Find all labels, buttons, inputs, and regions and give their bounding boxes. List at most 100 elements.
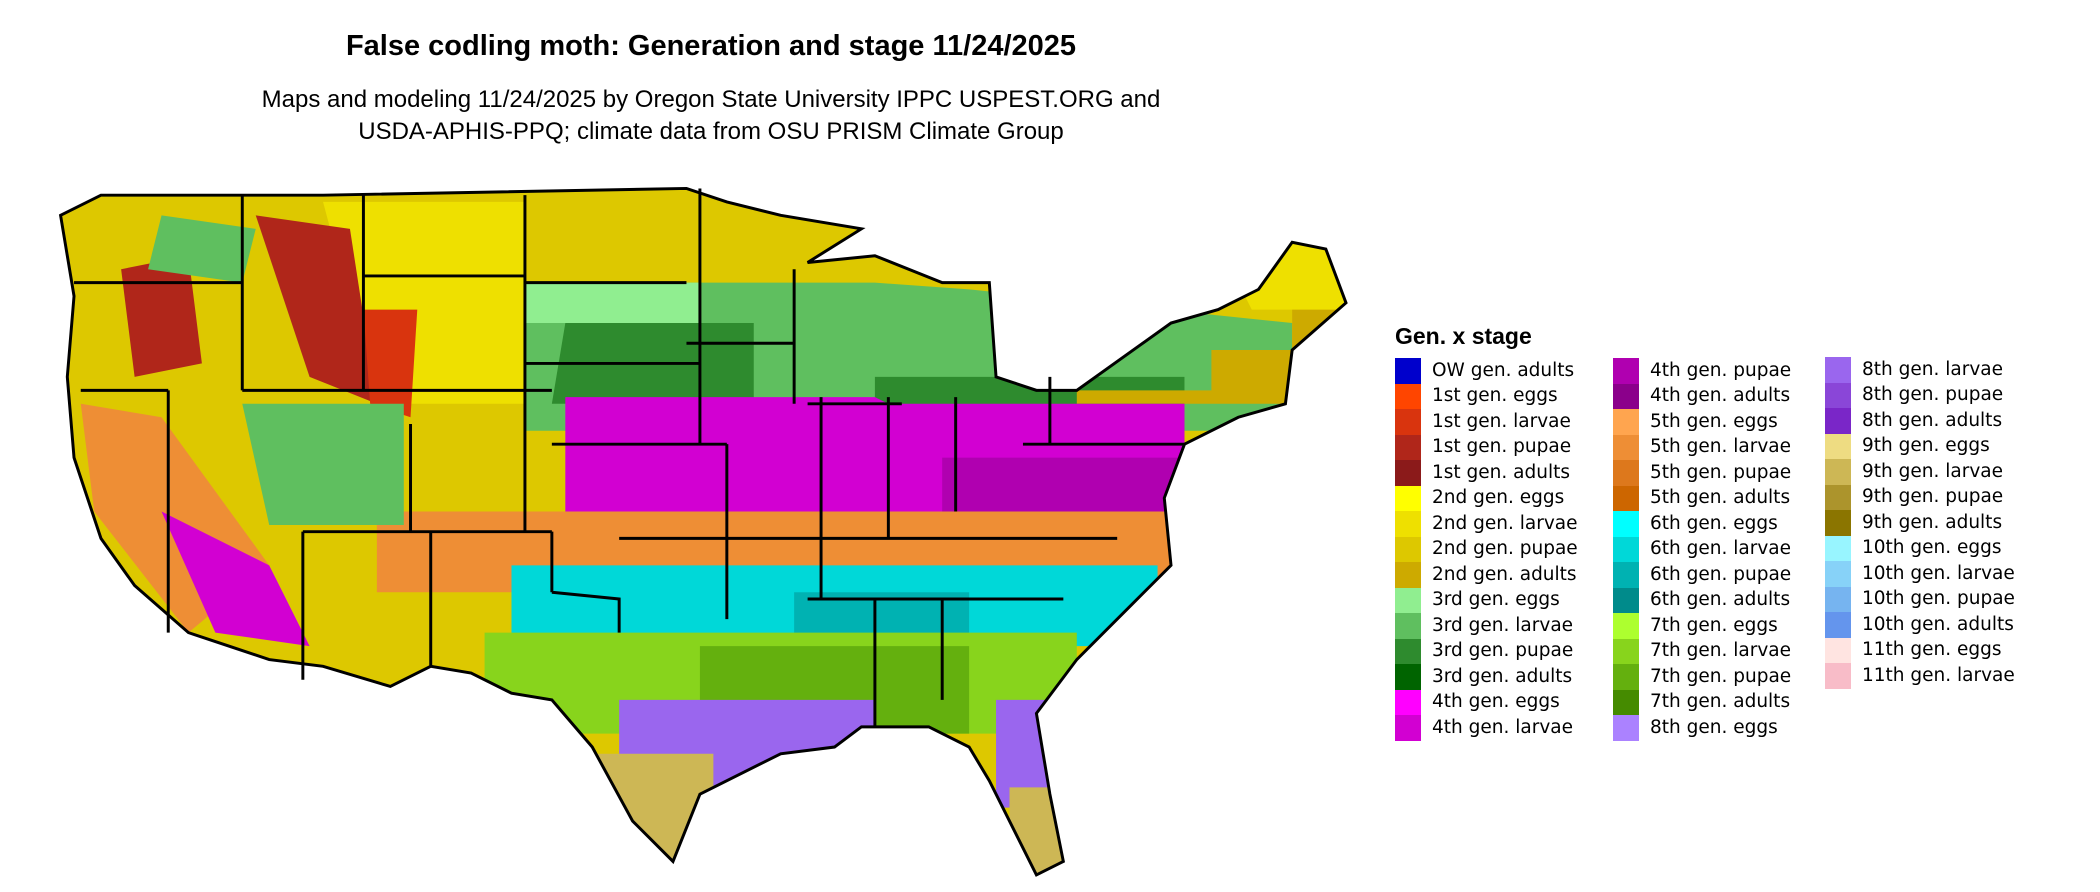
legend-item: 9th gen. adults	[1825, 510, 2015, 536]
legend-label: 2nd gen. larvae	[1432, 512, 1578, 534]
legend-item: 9th gen. larvae	[1825, 459, 2015, 485]
legend-label: 3rd gen. adults	[1432, 665, 1573, 687]
legend-swatch	[1395, 409, 1421, 435]
legend-swatch	[1825, 586, 1851, 612]
legend-item: 7th gen. adults	[1613, 689, 1791, 715]
legend-swatch	[1825, 561, 1851, 587]
legend-item: 8th gen. larvae	[1825, 357, 2015, 383]
legend-label: 9th gen. larvae	[1862, 460, 2003, 482]
legend-swatch	[1825, 459, 1851, 485]
legend-item: 6th gen. eggs	[1613, 511, 1791, 537]
legend-swatch	[1613, 638, 1639, 664]
legend-swatch	[1825, 535, 1851, 561]
us-generation-stage-map	[58, 186, 1348, 877]
legend-swatch	[1395, 358, 1421, 384]
legend-column-1: OW gen. adults 1st gen. eggs 1st gen. larv…	[1395, 358, 1578, 741]
legend-label: 3rd gen. larvae	[1432, 614, 1574, 636]
legend-swatch	[1613, 536, 1639, 562]
map-region	[242, 403, 404, 525]
legend-label: 3rd gen. eggs	[1432, 589, 1560, 611]
legend-item: OW gen. adults	[1395, 358, 1578, 384]
legend-swatch	[1613, 511, 1639, 537]
legend-label: 7th gen. eggs	[1650, 614, 1778, 636]
legend-item: 10th gen. larvae	[1825, 561, 2015, 587]
legend-item: 7th gen. eggs	[1613, 613, 1791, 639]
legend-label: 6th gen. larvae	[1650, 538, 1791, 560]
legend-swatch	[1613, 434, 1639, 460]
legend-swatch	[1613, 715, 1639, 741]
legend-swatch	[1825, 612, 1851, 638]
legend-item: 3rd gen. adults	[1395, 664, 1578, 690]
map-region	[363, 309, 418, 418]
legend-swatch	[1395, 562, 1421, 588]
map-region	[148, 215, 256, 283]
legend-label: 10th gen. eggs	[1862, 537, 2002, 559]
legend-swatch	[1395, 664, 1421, 690]
legend-swatch	[1395, 536, 1421, 562]
legend-item: 9th gen. eggs	[1825, 433, 2015, 459]
legend-swatch	[1825, 663, 1851, 689]
legend-item: 6th gen. pupae	[1613, 562, 1791, 588]
legend-swatch	[1613, 689, 1639, 715]
legend-item: 5th gen. adults	[1613, 485, 1791, 511]
legend-item: 7th gen. pupae	[1613, 664, 1791, 690]
legend-label: 11th gen. eggs	[1862, 639, 2002, 661]
legend-swatch	[1825, 510, 1851, 536]
legend-label: 6th gen. pupae	[1650, 563, 1792, 585]
legend-swatch	[1825, 637, 1851, 663]
legend-label: 1st gen. pupae	[1432, 436, 1572, 458]
map-subtitle-line1: Maps and modeling 11/24/2025 by Oregon S…	[261, 86, 1161, 113]
legend-swatch	[1395, 587, 1421, 613]
legend-label: 4th gen. pupae	[1650, 359, 1792, 381]
legend-label: 9th gen. adults	[1862, 511, 2003, 533]
legend-swatch	[1613, 383, 1639, 409]
legend-swatch	[1395, 460, 1421, 486]
map-subtitle-line2: USDA-APHIS-PPQ; climate data from OSU PR…	[358, 118, 1064, 145]
legend-title: Gen. x stage	[1395, 323, 1532, 349]
legend-item: 1st gen. pupae	[1395, 434, 1578, 460]
legend-item: 11th gen. eggs	[1825, 637, 2015, 663]
legend-label: 8th gen. pupae	[1862, 384, 2004, 406]
legend-column-3: 8th gen. larvae 8th gen. pupae 8th gen. ad…	[1825, 357, 2015, 689]
legend-item: 5th gen. eggs	[1613, 409, 1791, 435]
legend-label: 7th gen. larvae	[1650, 640, 1791, 662]
legend-item: 10th gen. pupae	[1825, 586, 2015, 612]
legend-swatch	[1395, 434, 1421, 460]
legend-item: 3rd gen. pupae	[1395, 638, 1578, 664]
legend-label: 2nd gen. pupae	[1432, 538, 1578, 560]
legend-label: 4th gen. eggs	[1432, 691, 1560, 713]
legend-item: 10th gen. eggs	[1825, 535, 2015, 561]
legend-item: 8th gen. pupae	[1825, 382, 2015, 408]
legend-label: 11th gen. larvae	[1862, 664, 2015, 686]
legend-item: 11th gen. larvae	[1825, 663, 2015, 689]
map-region	[1076, 269, 1346, 404]
legend-label: 6th gen. adults	[1650, 589, 1791, 611]
legend-item: 4th gen. larvae	[1395, 715, 1578, 741]
legend-label: 5th gen. larvae	[1650, 436, 1791, 458]
legend-swatch	[1825, 433, 1851, 459]
legend-label: 9th gen. pupae	[1862, 486, 2004, 508]
legend-item: 4th gen. adults	[1613, 383, 1791, 409]
legend-swatch	[1395, 689, 1421, 715]
legend-swatch	[1825, 382, 1851, 408]
legend-label: 3rd gen. pupae	[1432, 640, 1574, 662]
legend-label: 5th gen. adults	[1650, 487, 1791, 509]
map-title: False codling moth: Generation and stage…	[345, 30, 1077, 62]
legend-swatch	[1395, 638, 1421, 664]
legend-item: 3rd gen. larvae	[1395, 613, 1578, 639]
legend-swatch	[1613, 409, 1639, 435]
map-region	[592, 753, 714, 875]
legend-swatch	[1395, 485, 1421, 511]
legend-item: 2nd gen. adults	[1395, 562, 1578, 588]
legend-item: 5th gen. pupae	[1613, 460, 1791, 486]
legend-item: 9th gen. pupae	[1825, 484, 2015, 510]
legend-item: 2nd gen. pupae	[1395, 536, 1578, 562]
legend-swatch	[1613, 358, 1639, 384]
legend-item: 1st gen. eggs	[1395, 383, 1578, 409]
legend-swatch	[1825, 408, 1851, 434]
legend-label: 1st gen. eggs	[1432, 385, 1558, 407]
legend-label: 8th gen. larvae	[1862, 358, 2003, 380]
legend-item: 6th gen. larvae	[1613, 536, 1791, 562]
state-borders	[58, 186, 1348, 877]
legend-label: 8th gen. adults	[1862, 409, 2003, 431]
